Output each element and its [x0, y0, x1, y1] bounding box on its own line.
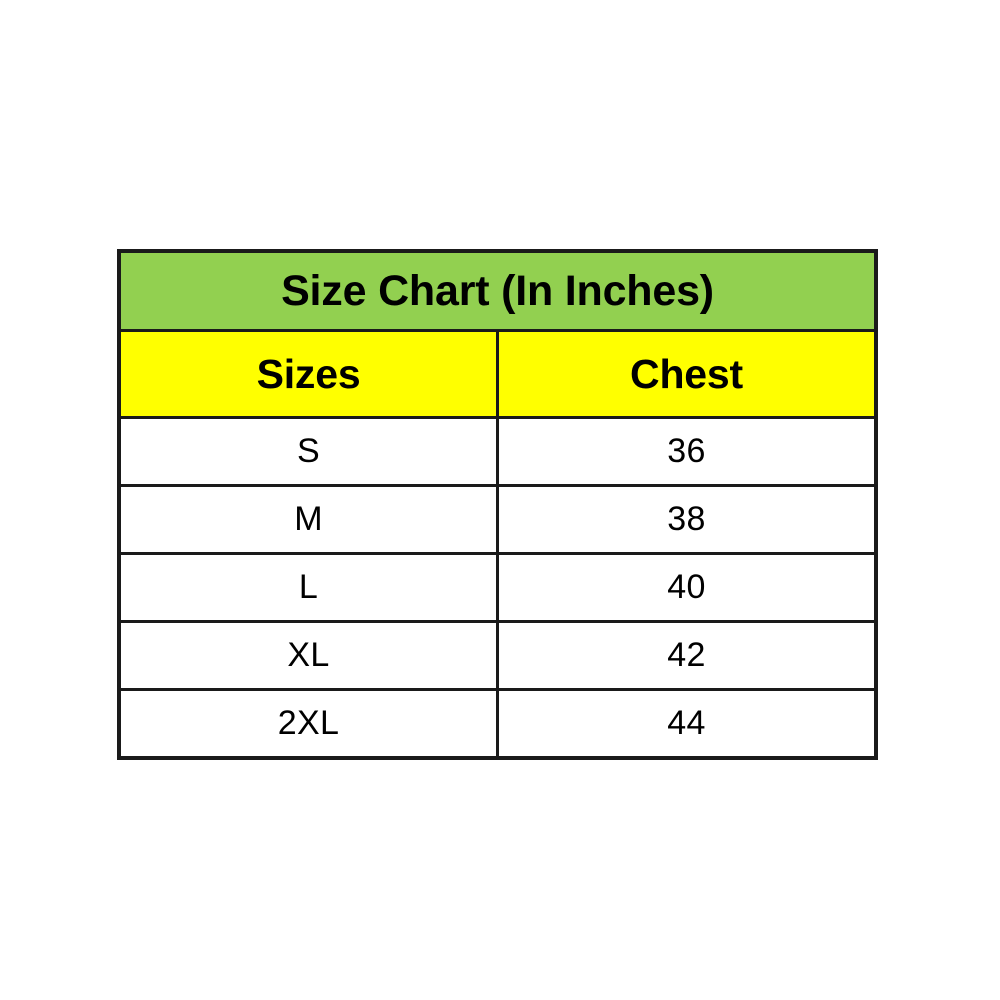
- table-row: M 38: [117, 484, 878, 555]
- cell-size: L: [117, 552, 499, 623]
- cell-chest: 36: [496, 416, 878, 487]
- table-row: S 36: [117, 416, 878, 487]
- chart-title: Size Chart (In Inches): [117, 249, 878, 332]
- chart-title-row: Size Chart (In Inches): [117, 249, 878, 332]
- size-chart-container: Size Chart (In Inches) Sizes Chest S 36 …: [117, 249, 878, 760]
- column-header-chest: Chest: [496, 329, 878, 419]
- table-row: 2XL 44: [117, 688, 878, 760]
- cell-size: M: [117, 484, 499, 555]
- size-chart-table: Size Chart (In Inches) Sizes Chest S 36 …: [117, 249, 878, 760]
- cell-chest: 42: [496, 620, 878, 691]
- cell-size: XL: [117, 620, 499, 691]
- column-header-sizes: Sizes: [117, 329, 499, 419]
- column-header-row: Sizes Chest: [117, 329, 878, 419]
- table-row: XL 42: [117, 620, 878, 691]
- table-row: L 40: [117, 552, 878, 623]
- cell-chest: 44: [496, 688, 878, 760]
- cell-size: S: [117, 416, 499, 487]
- cell-chest: 38: [496, 484, 878, 555]
- cell-chest: 40: [496, 552, 878, 623]
- cell-size: 2XL: [117, 688, 499, 760]
